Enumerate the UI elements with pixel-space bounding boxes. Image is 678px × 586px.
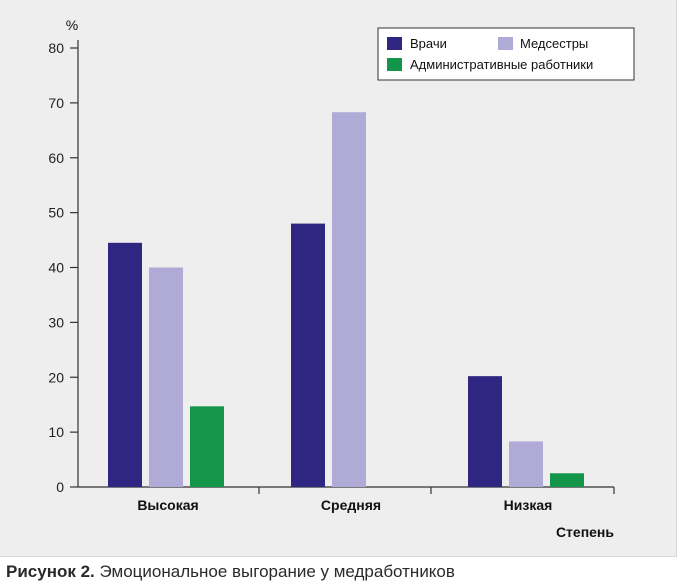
legend-label-vrachi: Врачи: [410, 36, 447, 51]
bar-admin-3: [550, 473, 584, 487]
bar-medsestry-3: [509, 441, 543, 487]
legend-label-admin: Административные работники: [410, 57, 593, 72]
y-tick-label: 40: [48, 260, 64, 276]
figure-caption: Рисунок 2. Эмоциональное выгорание у мед…: [6, 562, 455, 582]
bar-vrachi-3: [468, 376, 502, 487]
y-tick-label: 30: [48, 314, 64, 330]
legend-swatch-medsestry: [498, 37, 513, 50]
y-axis: %: [66, 17, 79, 487]
y-tick-label: 10: [48, 424, 64, 440]
figure-panel: % 0 10 20 30 40 50 60 70 80 Степень Высокая Средн…: [0, 0, 677, 557]
bars: [108, 112, 584, 488]
bar-medsestry-1: [149, 267, 183, 487]
caption-text: Эмоциональное выгорание у медработников: [99, 562, 455, 581]
category-labels: Высокая Средняя Низкая: [137, 497, 552, 513]
caption-label: Рисунок 2.: [6, 562, 95, 581]
bar-medsestry-2: [332, 112, 366, 488]
bar-vrachi-2: [291, 223, 325, 487]
legend-swatch-vrachi: [387, 37, 402, 50]
legend-swatch-admin: [387, 58, 402, 71]
category-label: Средняя: [321, 497, 381, 513]
y-tick-label: 70: [48, 95, 64, 111]
y-tick-label: 20: [48, 369, 64, 385]
bar-chart: % 0 10 20 30 40 50 60 70 80 Степень Высокая Средн…: [48, 17, 635, 540]
y-tick-label: 60: [48, 150, 64, 166]
bar-admin-1: [190, 406, 224, 487]
y-ticks: 0 10 20 30 40 50 60 70 80: [48, 40, 78, 495]
category-label: Высокая: [137, 497, 198, 513]
x-axis: Степень: [78, 486, 615, 540]
y-tick-label: 0: [56, 479, 64, 495]
y-axis-title: %: [66, 17, 78, 33]
legend-label-medsestry: Медсестры: [520, 36, 588, 51]
legend-box: [377, 27, 635, 81]
category-label: Низкая: [504, 497, 553, 513]
y-tick-label: 80: [48, 40, 64, 56]
legend: Врачи Медсестры Административные работни…: [377, 27, 635, 81]
y-tick-label: 50: [48, 205, 64, 221]
bar-vrachi-1: [108, 242, 142, 487]
x-axis-title: Степень: [556, 524, 614, 540]
